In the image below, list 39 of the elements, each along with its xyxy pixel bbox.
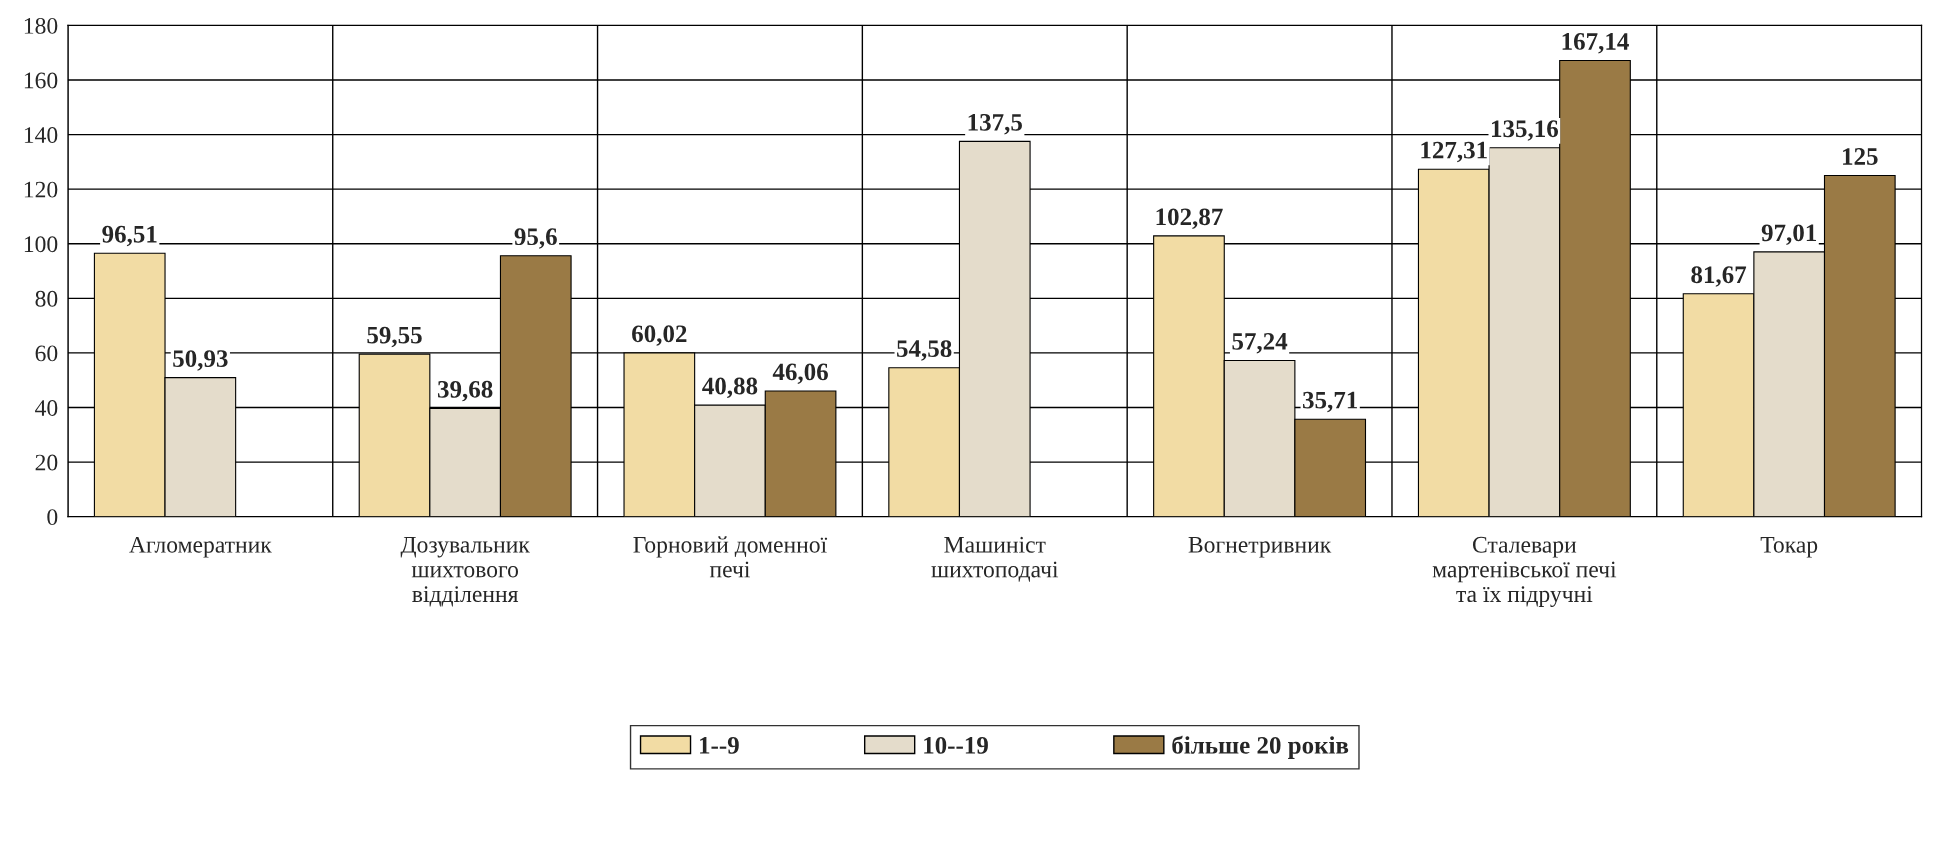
- y-tick-label: 0: [47, 509, 58, 526]
- data-label: 39,68: [437, 380, 493, 402]
- y-tick-label: 120: [24, 181, 58, 198]
- data-label: 137,5: [968, 113, 1022, 135]
- data-label: 59,55: [367, 326, 422, 348]
- legend-label: 1--9: [700, 737, 739, 754]
- y-tick-label: 60: [35, 345, 58, 362]
- x-tick-label: Агломератник: [129, 536, 272, 558]
- x-tick-label: Дозувальник шихтового відділення: [400, 536, 530, 607]
- data-label: 95,6: [514, 228, 557, 249]
- data-label: 35,71: [1303, 391, 1358, 413]
- x-tick-label: Машиніст шихтоподачі: [931, 536, 1059, 582]
- data-label: 96,51: [102, 225, 157, 247]
- data-label: 60,02: [632, 325, 687, 346]
- data-label: 46,06: [772, 363, 828, 384]
- data-label: 125: [1843, 148, 1878, 165]
- x-tick-label: Сталевари мартенівської печі та їх підручні: [1432, 536, 1617, 607]
- data-label: 57,24: [1232, 333, 1288, 354]
- data-label: 135,16: [1492, 120, 1559, 141]
- y-tick-label: 160: [24, 72, 58, 89]
- x-tick-label: Вогнетривник: [1188, 537, 1332, 558]
- data-label: 167,14: [1562, 33, 1629, 54]
- y-tick-label: 180: [24, 17, 58, 34]
- x-tick-label: Горновий доменної печі: [633, 536, 828, 578]
- data-label: 102,87: [1156, 208, 1223, 229]
- y-tick-label: 140: [24, 127, 58, 143]
- legend-label: 10--19: [924, 736, 988, 754]
- y-tick-label: 80: [35, 290, 58, 307]
- data-label: 81,67: [1691, 266, 1747, 287]
- data-label: 40,88: [702, 377, 758, 399]
- legend-label: більше 20 років: [1172, 735, 1349, 759]
- data-label: 50,93: [173, 350, 228, 371]
- x-tick-label: Токар: [1760, 537, 1818, 558]
- y-tick-label: 40: [35, 399, 58, 416]
- y-tick-label: 100: [24, 236, 58, 253]
- y-tick-label: 20: [35, 454, 58, 471]
- data-label: 97,01: [1761, 224, 1817, 245]
- data-label: 127,31: [1421, 141, 1487, 163]
- data-label: 54,58: [897, 340, 952, 361]
